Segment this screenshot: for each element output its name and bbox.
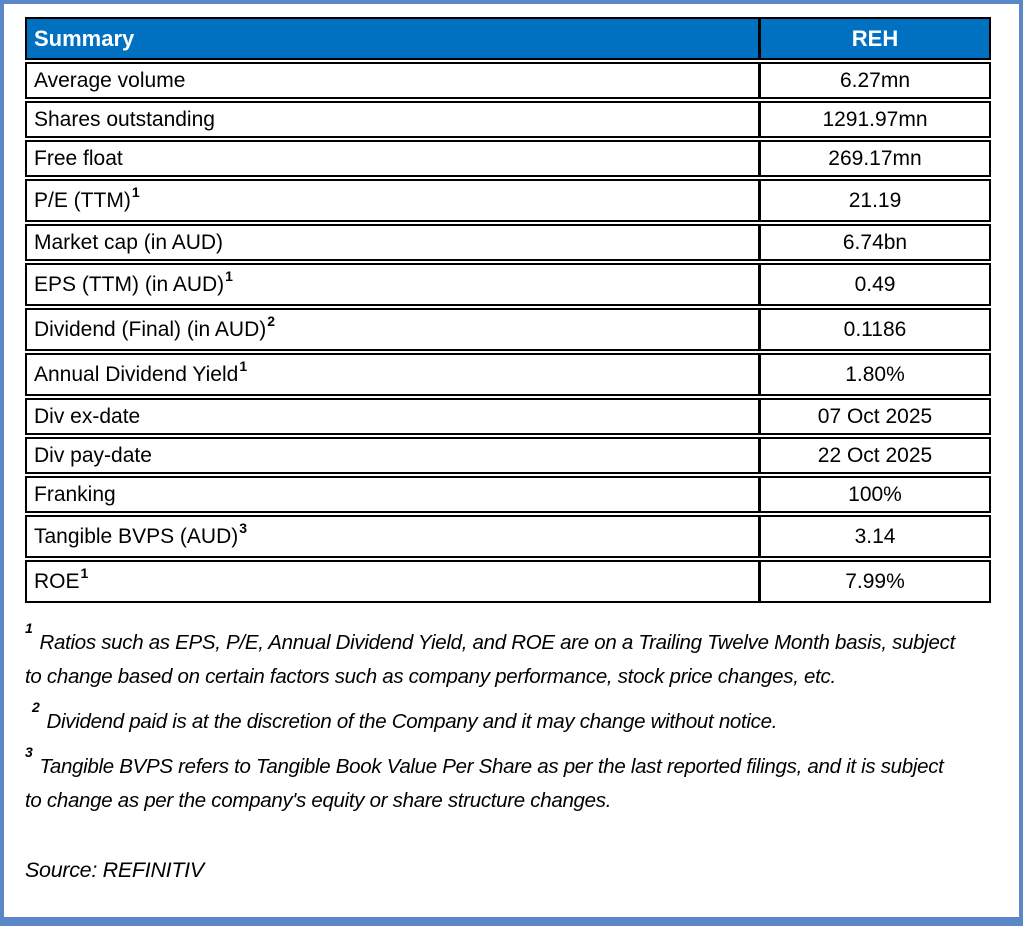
- table-row: Average volume 6.27mn: [25, 62, 991, 99]
- summary-table-body: Average volume 6.27mn Shares outstanding…: [25, 62, 991, 603]
- footnote-text: Ratios such as EPS, P/E, Annual Dividend…: [25, 631, 955, 688]
- row-label: Market cap (in AUD): [34, 230, 224, 254]
- row-label: ROE: [34, 569, 80, 593]
- row-label-cell: Div pay-date: [27, 439, 758, 472]
- table-row: EPS (TTM) (in AUD) 1 0.49: [25, 263, 991, 306]
- table-row: Div ex-date 07 Oct 2025: [25, 398, 991, 435]
- row-value: 7.99%: [758, 562, 989, 601]
- table-header-row: Summary REH: [25, 17, 991, 60]
- summary-table: Summary REH Average volume 6.27mn Shares…: [25, 17, 991, 603]
- row-label: Div pay-date: [34, 443, 152, 467]
- row-label: Div ex-date: [34, 404, 141, 428]
- table-row: ROE 1 7.99%: [25, 560, 991, 603]
- row-label-cell: Annual Dividend Yield 1: [27, 355, 758, 394]
- row-value: 0.49: [758, 265, 989, 304]
- row-label: P/E (TTM): [34, 188, 131, 212]
- footnote: 3Tangible BVPS refers to Tangible Book V…: [25, 745, 955, 818]
- row-label-cell: Average volume: [27, 64, 758, 97]
- row-value: 07 Oct 2025: [758, 400, 989, 433]
- footnote-number: 2: [32, 699, 40, 716]
- table-row: Free float 269.17mn: [25, 140, 991, 177]
- header-summary-cell: Summary: [27, 19, 758, 58]
- row-label-cell: ROE 1: [27, 562, 758, 601]
- footnote-marker: 1: [239, 357, 248, 374]
- footnotes: 1Ratios such as EPS, P/E, Annual Dividen…: [25, 621, 955, 818]
- source-text: Source: REFINITIV: [25, 858, 204, 882]
- footnote-marker: 1: [225, 267, 233, 284]
- table-row: P/E (TTM) 1 21.19: [25, 179, 991, 222]
- table-row: Div pay-date 22 Oct 2025: [25, 437, 991, 474]
- row-label-cell: Franking: [27, 478, 758, 511]
- row-value: 3.14: [758, 517, 989, 556]
- row-label-cell: Div ex-date: [27, 400, 758, 433]
- row-value: 100%: [758, 478, 989, 511]
- source-line: Source: REFINITIV: [25, 858, 1019, 883]
- footnote-marker: 1: [80, 564, 89, 581]
- row-label: EPS (TTM) (in AUD): [34, 272, 225, 296]
- row-label-cell: P/E (TTM) 1: [27, 181, 758, 220]
- table-row: Annual Dividend Yield 1 1.80%: [25, 353, 991, 396]
- row-label: Franking: [34, 482, 116, 506]
- header-ticker-label: REH: [758, 19, 989, 58]
- row-label: Annual Dividend Yield: [34, 362, 239, 386]
- footnote-number: 1: [25, 620, 33, 637]
- row-value: 6.74bn: [758, 226, 989, 259]
- footnote-text: Tangible BVPS refers to Tangible Book Va…: [25, 755, 944, 812]
- row-label-cell: Market cap (in AUD): [27, 226, 758, 259]
- header-summary-label: Summary: [34, 25, 135, 51]
- table-row: Franking 100%: [25, 476, 991, 513]
- row-label-cell: EPS (TTM) (in AUD) 1: [27, 265, 758, 304]
- footnote-marker: 1: [131, 183, 140, 200]
- table-row: Shares outstanding 1291.97mn: [25, 101, 991, 138]
- row-label-cell: Dividend (Final) (in AUD) 2: [27, 310, 758, 349]
- row-value: 22 Oct 2025: [758, 439, 989, 472]
- row-value: 21.19: [758, 181, 989, 220]
- row-label: Tangible BVPS (AUD): [34, 524, 239, 548]
- row-label: Shares outstanding: [34, 107, 215, 131]
- footnote-marker: 2: [267, 312, 276, 329]
- table-row: Market cap (in AUD) 6.74bn: [25, 224, 991, 261]
- row-label-cell: Tangible BVPS (AUD) 3: [27, 517, 758, 556]
- row-label-cell: Free float: [27, 142, 758, 175]
- footnote: 1Ratios such as EPS, P/E, Annual Dividen…: [25, 621, 955, 694]
- row-value: 1291.97mn: [758, 103, 989, 136]
- row-label: Average volume: [34, 68, 186, 92]
- footnote-text: Dividend paid is at the discretion of th…: [46, 710, 778, 733]
- footnote: 2 Dividend paid is at the discretion of t…: [25, 700, 955, 739]
- footnote-number: 3: [25, 744, 33, 761]
- row-value: 6.27mn: [758, 64, 989, 97]
- row-value: 1.80%: [758, 355, 989, 394]
- row-value: 0.1186: [758, 310, 989, 349]
- footnote-marker: 3: [239, 519, 248, 536]
- table-row: Tangible BVPS (AUD) 3 3.14: [25, 515, 991, 558]
- row-label: Dividend (Final) (in AUD): [34, 317, 267, 341]
- row-value: 269.17mn: [758, 142, 989, 175]
- row-label-cell: Shares outstanding: [27, 103, 758, 136]
- row-label: Free float: [34, 146, 123, 170]
- table-row: Dividend (Final) (in AUD) 2 0.1186: [25, 308, 991, 351]
